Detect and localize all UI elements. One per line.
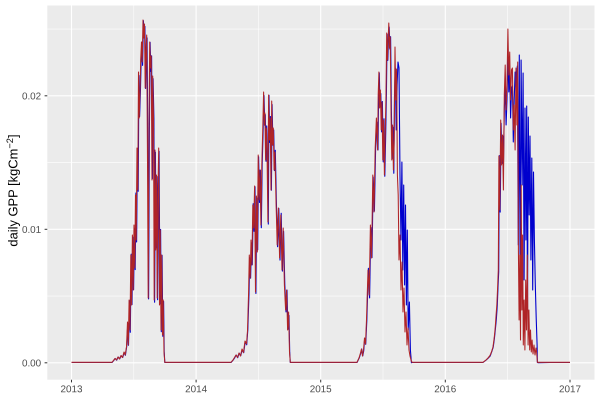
svg-text:0.00: 0.00 xyxy=(22,358,42,369)
svg-text:0.01: 0.01 xyxy=(22,225,42,236)
svg-text:0.02: 0.02 xyxy=(22,91,41,102)
svg-text:2017: 2017 xyxy=(559,384,581,395)
svg-text:2016: 2016 xyxy=(434,384,456,395)
svg-text:2014: 2014 xyxy=(185,384,207,395)
svg-text:2015: 2015 xyxy=(310,384,332,395)
svg-text:2013: 2013 xyxy=(61,384,83,395)
svg-text:daily GPP [kgCm−2]: daily GPP [kgCm−2] xyxy=(5,134,21,246)
